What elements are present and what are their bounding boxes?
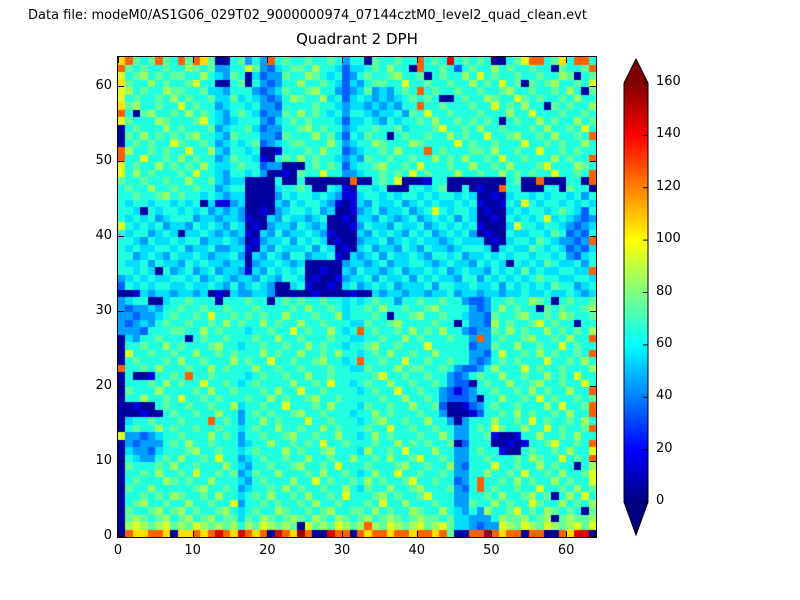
- x-tick-mark: [566, 531, 568, 537]
- colorbar-tick-marks: [643, 82, 648, 503]
- colorbar-tick-label: 0: [656, 493, 665, 508]
- x-tick-label: 40: [408, 543, 426, 558]
- x-tick-label: 10: [184, 543, 201, 558]
- x-tick-label: 0: [113, 543, 123, 558]
- y-tick-mark: [118, 461, 124, 462]
- heatmap-image: [118, 57, 596, 537]
- x-tick-mark: [416, 531, 418, 537]
- y-tick-mark: [590, 86, 596, 87]
- colorbar-tick-label: 120: [656, 178, 681, 194]
- y-tick-label: 0: [103, 528, 112, 543]
- colorbar-tick-label: 80: [656, 283, 673, 299]
- y-tick-mark: [590, 161, 596, 162]
- colorbar-tick-label: 40: [656, 388, 673, 404]
- x-tick-mark: [267, 531, 269, 537]
- colorbar-tick-label: 160: [656, 74, 681, 89]
- x-tick-label: 20: [259, 543, 276, 558]
- x-tick-mark: [118, 531, 119, 537]
- x-tick-mark: [342, 57, 344, 63]
- colorbar-tick-label: 140: [656, 126, 681, 142]
- x-tick-label: 60: [557, 543, 575, 558]
- y-tick-mark: [590, 236, 596, 237]
- y-tick-mark: [118, 311, 124, 312]
- x-tick-label: 50: [483, 543, 500, 558]
- y-tick-mark: [118, 236, 124, 237]
- y-tick-mark: [590, 386, 596, 387]
- y-tick-label: 10: [95, 453, 112, 468]
- y-tick-mark: [118, 86, 124, 87]
- y-tick-mark: [118, 536, 124, 537]
- x-tick-label: 30: [333, 543, 351, 558]
- y-tick-label: 40: [95, 228, 112, 243]
- plot-axes-border: [117, 56, 597, 538]
- y-tick-label: 50: [95, 153, 112, 168]
- x-tick-mark: [118, 57, 119, 63]
- colorbar-bar: [623, 57, 649, 537]
- y-tick-mark: [590, 461, 596, 462]
- colorbar-tick-label: 20: [656, 440, 673, 456]
- y-tick-label: 60: [95, 78, 112, 93]
- colorbar-tick-label: 60: [656, 335, 673, 351]
- data-file-label: Data file: modeM0/AS1G06_029T02_90000009…: [28, 8, 587, 23]
- x-tick-mark: [342, 531, 344, 537]
- x-tick-mark: [566, 57, 568, 63]
- y-tick-label: 30: [95, 303, 112, 318]
- colorbar-tick-label: 100: [656, 231, 681, 247]
- x-tick-mark: [491, 57, 493, 63]
- x-tick-mark: [192, 531, 194, 537]
- x-tick-mark: [491, 531, 493, 537]
- y-tick-label: 20: [95, 378, 112, 393]
- x-tick-mark: [192, 57, 194, 63]
- y-tick-mark: [118, 386, 124, 387]
- y-tick-mark: [590, 311, 596, 312]
- y-tick-mark: [590, 536, 596, 537]
- x-tick-mark: [416, 57, 418, 63]
- plot-title: Quadrant 2 DPH: [296, 30, 418, 48]
- x-tick-mark: [267, 57, 269, 63]
- y-tick-mark: [118, 161, 124, 162]
